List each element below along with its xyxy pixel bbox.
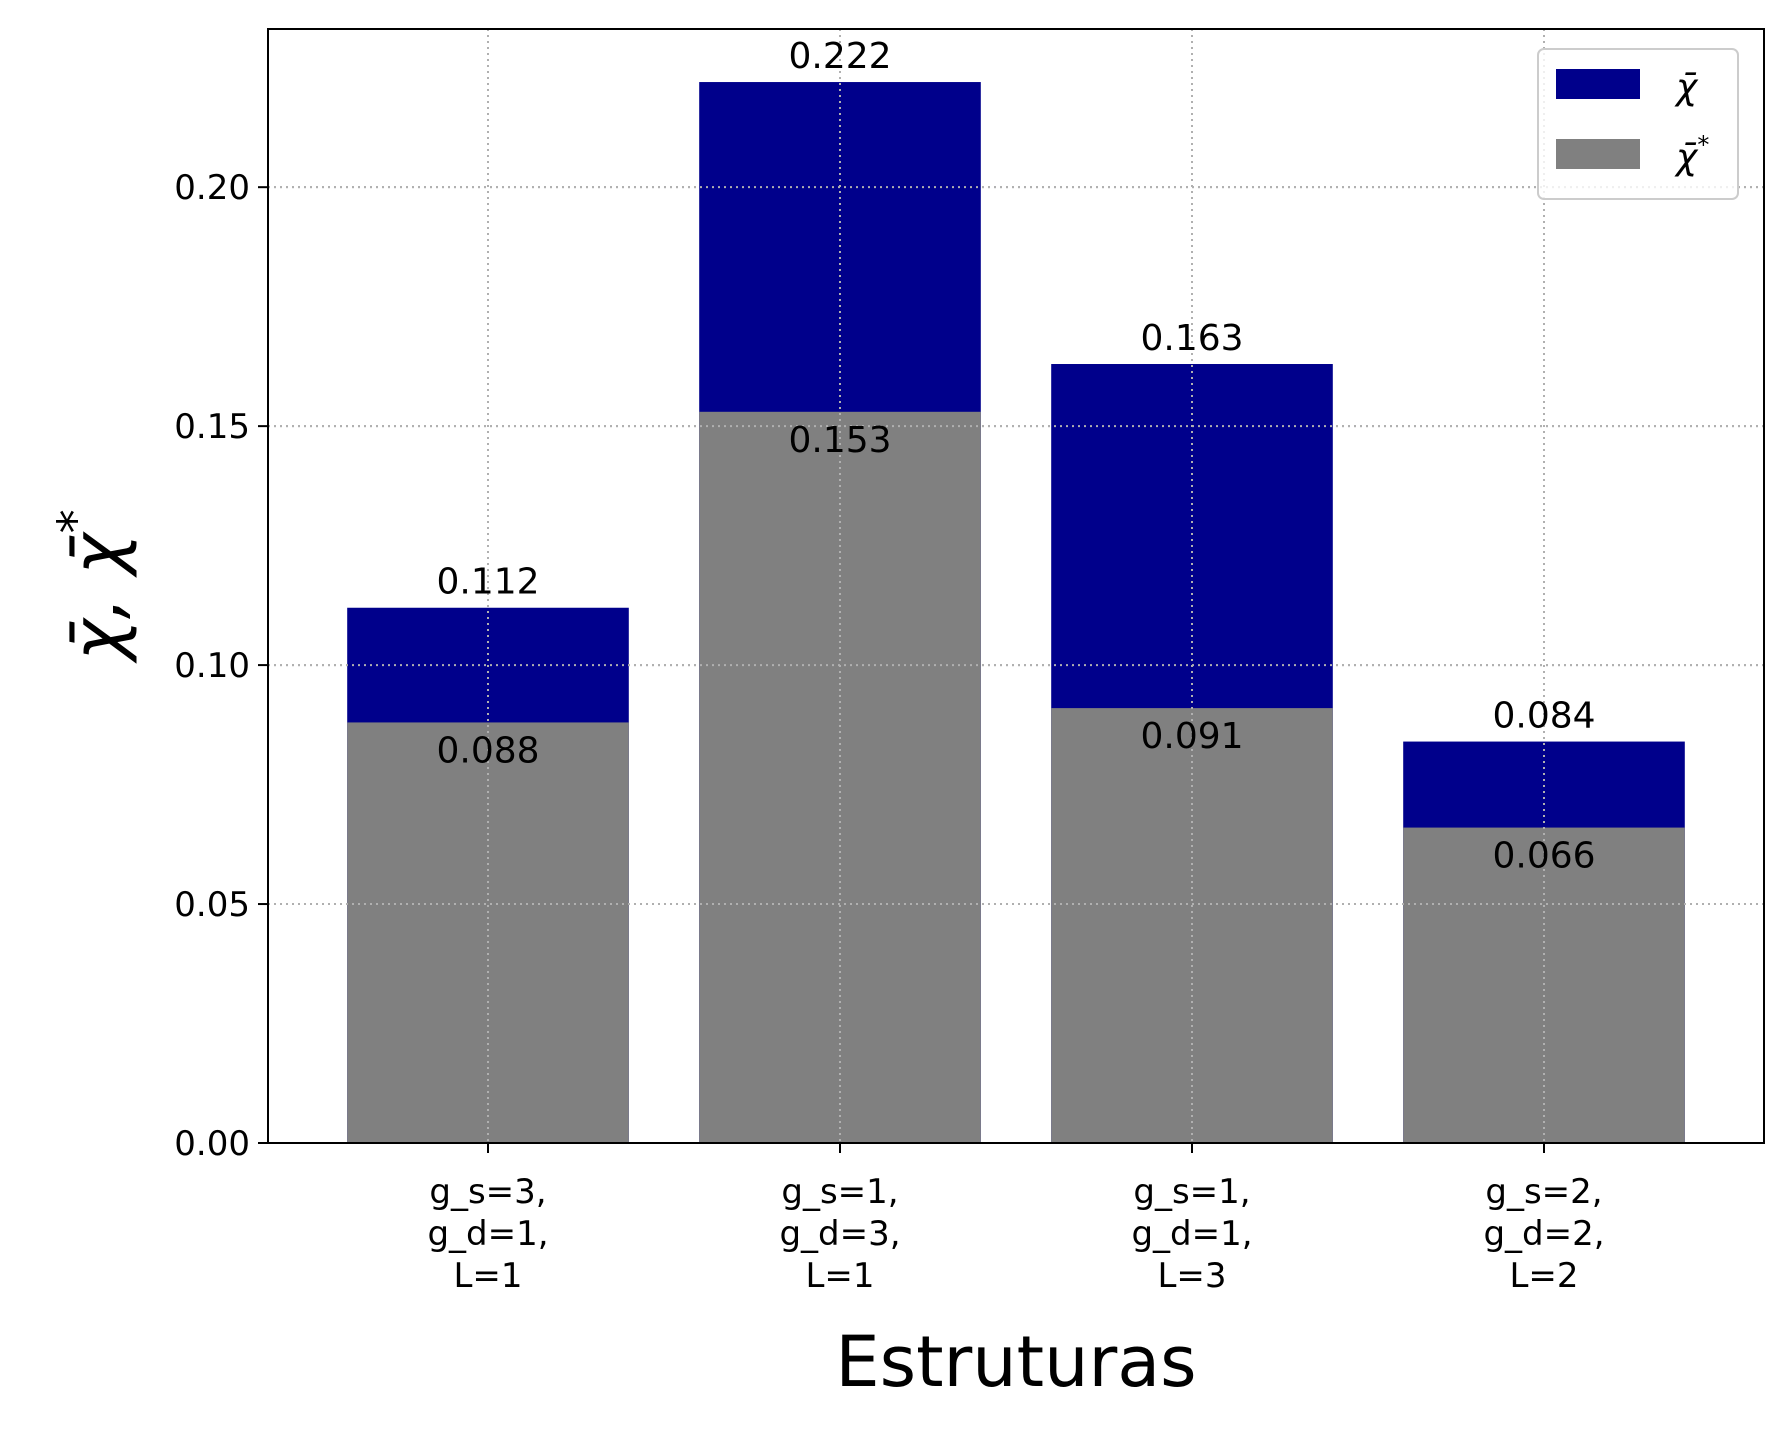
x-tick-label: g_s=3, xyxy=(429,1172,546,1212)
legend-entry: χ̄ xyxy=(1674,67,1699,108)
data-label: 0.163 xyxy=(1140,318,1243,359)
data-label: 0.088 xyxy=(436,730,539,771)
x-tick-label: g_d=2, xyxy=(1483,1214,1604,1254)
x-tick-label: g_d=1, xyxy=(1131,1214,1252,1254)
y-tick-label: 0.15 xyxy=(174,407,250,447)
x-tick-label: g_d=3, xyxy=(779,1214,900,1254)
y-tick-label: 0.00 xyxy=(174,1124,250,1164)
data-labels: 0.112 0.222 0.163 0.084 0.088 0.153 0.091 0.066 xyxy=(436,36,1595,877)
bar-chi-bar-star-3 xyxy=(1403,827,1685,1143)
x-tick-label: g_s=2, xyxy=(1485,1172,1602,1212)
plot-frame xyxy=(267,28,1765,1144)
legend-swatch xyxy=(1556,139,1640,169)
x-tick-label: g_s=1, xyxy=(1133,1172,1250,1212)
x-axis-label: Estruturas xyxy=(835,1321,1196,1403)
x-tick-label: L=3 xyxy=(1157,1256,1226,1296)
data-label: 0.091 xyxy=(1140,716,1243,757)
legend-entry-sup: * xyxy=(1697,131,1709,159)
y-axis-label: χ̄, χ̄* xyxy=(48,509,139,664)
x-tick-label: g_s=1, xyxy=(781,1172,898,1212)
y-axis: 0.00 0.05 0.10 0.15 0.20 xyxy=(174,168,268,1164)
x-tick-label: L=1 xyxy=(805,1256,874,1296)
y-axis-label-sup: * xyxy=(48,509,104,533)
x-tick-label: L=2 xyxy=(1509,1256,1578,1296)
legend-entry: χ̄* xyxy=(1674,131,1709,178)
y-tick-label: 0.05 xyxy=(174,885,250,925)
data-label: 0.153 xyxy=(788,420,891,461)
legend-entry-symbol: χ̄ xyxy=(1674,137,1699,178)
y-axis-label-main: χ̄, χ̄ xyxy=(57,531,139,665)
legend-swatch xyxy=(1556,69,1640,99)
bars xyxy=(347,82,1685,1144)
x-tick-label: L=1 xyxy=(453,1256,522,1296)
x-tick-label: g_d=1, xyxy=(427,1214,548,1254)
legend-entry-symbol: χ̄ xyxy=(1674,67,1699,108)
data-label: 0.112 xyxy=(436,562,539,603)
y-tick-label: 0.20 xyxy=(174,168,250,208)
data-label: 0.084 xyxy=(1492,696,1595,737)
data-label: 0.222 xyxy=(788,36,891,77)
data-label: 0.066 xyxy=(1492,836,1595,877)
y-tick-label: 0.10 xyxy=(174,646,250,686)
legend: χ̄χ̄* xyxy=(1537,48,1739,200)
x-axis: g_s=3,g_d=1,L=1g_s=1,g_d=3,L=1g_s=1,g_d=… xyxy=(427,1143,1605,1296)
